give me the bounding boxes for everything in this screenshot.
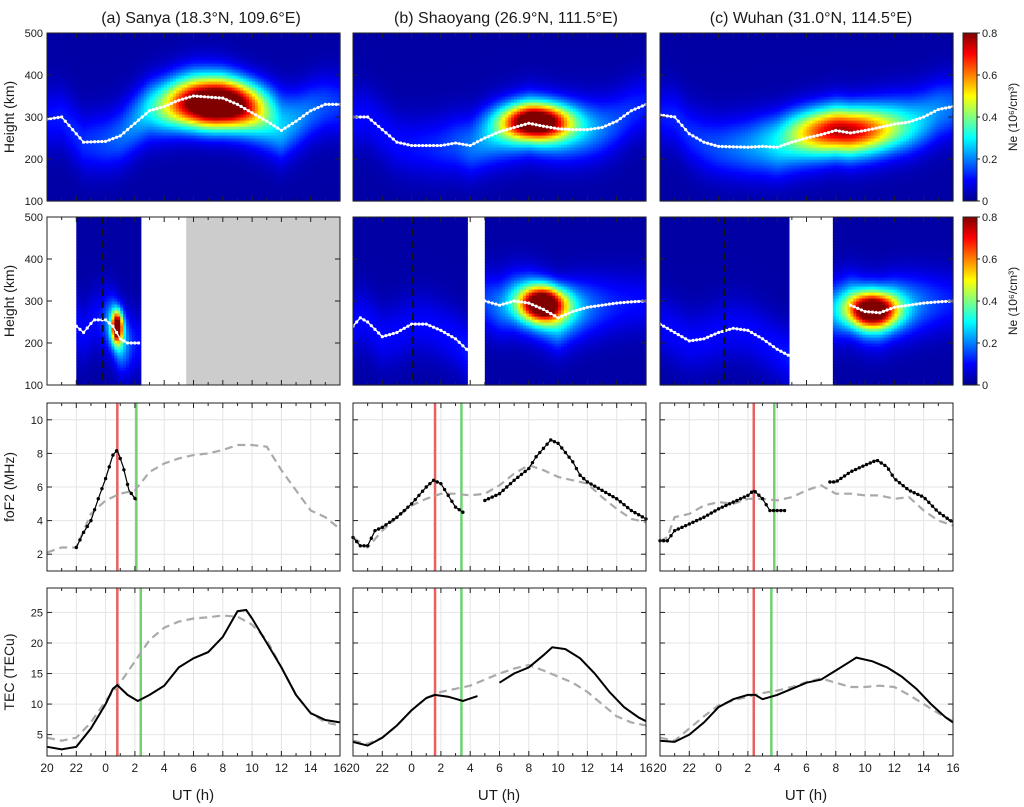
heatmap-sanya-model-ne-profile — [47, 33, 341, 202]
figure-canvas: 10020030040050010020030040050000.20.40.6… — [0, 0, 1024, 807]
